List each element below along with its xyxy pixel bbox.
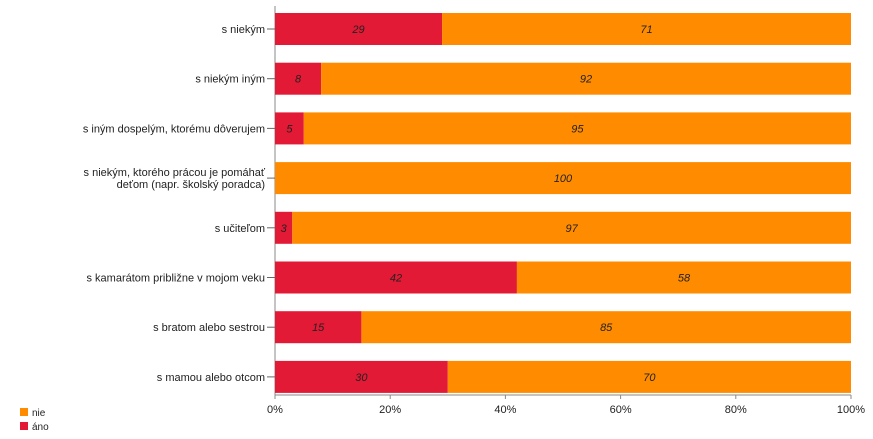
category-label: s iným dospelým, ktorému dôverujem <box>83 123 265 135</box>
data-label: 29 <box>351 24 364 36</box>
bar-nie <box>361 311 851 344</box>
x-tick-label: 0% <box>267 404 283 416</box>
data-label: 15 <box>312 322 325 334</box>
category-label-line: s niekým iným <box>195 74 265 86</box>
legend-swatch <box>20 422 28 430</box>
category-label-line: s mamou alebo otcom <box>157 372 265 384</box>
bar-nie <box>447 360 851 393</box>
bar-ano <box>275 13 443 45</box>
bar-nie <box>442 13 851 45</box>
x-tick-label: 40% <box>494 404 516 416</box>
bar-nie <box>303 112 851 145</box>
category-label-line: s niekým, ktorého prácou je pomáhať <box>84 167 266 179</box>
data-label: 95 <box>571 123 584 135</box>
category-label: s niekým iným <box>195 74 265 86</box>
data-label: 70 <box>643 372 656 384</box>
x-tick-label: 100% <box>837 404 865 416</box>
category-label: s bratom alebo sestrou <box>153 322 265 334</box>
category-label: s niekým, ktorého prácou je pomáhať deťom… <box>84 167 266 191</box>
x-tick-label: 60% <box>610 404 632 416</box>
data-label: 8 <box>295 74 302 86</box>
bar-ano <box>275 62 322 95</box>
bar-nie <box>516 261 851 294</box>
category-label-line: s bratom alebo sestrou <box>153 322 265 334</box>
data-label: 30 <box>355 372 368 384</box>
category-label-line: s kamarátom približne v mojom veku <box>86 273 265 285</box>
category-label: s mamou alebo otcom <box>157 372 265 384</box>
bar-ano <box>275 261 517 294</box>
data-label: 92 <box>580 74 592 86</box>
bar-ano <box>275 211 293 244</box>
data-label: 5 <box>286 123 293 135</box>
data-label: 42 <box>390 273 402 285</box>
category-label-line: s iným dospelým, ktorému dôverujem <box>83 123 265 135</box>
data-label: 85 <box>600 322 613 334</box>
data-label: 3 <box>281 223 288 235</box>
bar-ano <box>275 311 362 344</box>
data-label: 58 <box>678 273 691 285</box>
legend-label: áno <box>32 422 49 433</box>
x-tick-label: 20% <box>379 404 401 416</box>
bar-nie <box>292 211 851 244</box>
bar-ano <box>275 112 304 145</box>
bar-ano <box>275 360 448 393</box>
bar-nie <box>275 162 851 195</box>
bar-nie <box>321 62 852 95</box>
x-tick-label: 80% <box>725 404 747 416</box>
category-label-line: s učiteľom <box>215 223 265 235</box>
legend-label: nie <box>32 408 46 419</box>
category-label-line: deťom (napr. školský poradca) <box>117 179 265 191</box>
data-label: 100 <box>554 173 573 185</box>
category-label: s niekým <box>222 24 265 36</box>
category-label-line: s niekým <box>222 24 265 36</box>
data-label: 71 <box>640 24 652 36</box>
data-label: 97 <box>566 223 579 235</box>
category-label: s učiteľom <box>215 223 265 235</box>
legend-swatch <box>20 408 28 416</box>
category-label: s kamarátom približne v mojom veku <box>86 273 265 285</box>
